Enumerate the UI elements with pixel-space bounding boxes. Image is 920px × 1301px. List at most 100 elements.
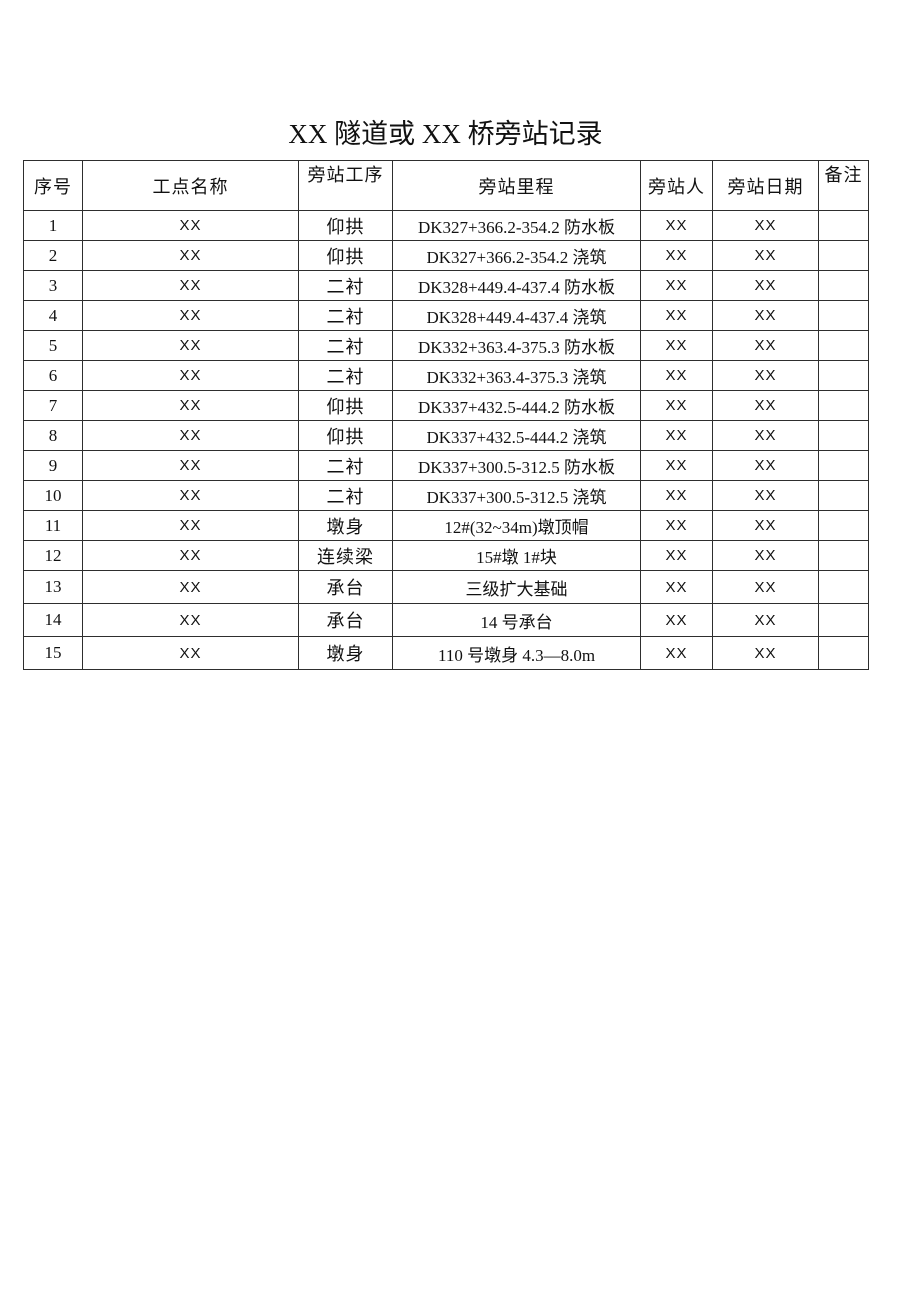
cell-date: XX (712, 603, 819, 637)
cell-remark (818, 420, 869, 451)
cell-process: 二衬 (298, 300, 393, 331)
cell-process: 二衬 (298, 360, 393, 391)
table-body: 1 XX 仰拱 DK327+366.2-354.2 防水板 XX XX 2 XX… (23, 210, 869, 670)
cell-date: XX (712, 450, 819, 481)
table-row: 13 XX 承台 三级扩大基础 XX XX (23, 570, 869, 604)
table-row: 10 XX 二衬 DK337+300.5-312.5 浇筑 XX XX (23, 480, 869, 511)
cell-remark (818, 210, 869, 241)
cell-site-name: XX (82, 360, 299, 391)
table-row: 12 XX 连续梁 15#墩 1#块 XX XX (23, 540, 869, 571)
cell-process: 墩身 (298, 636, 393, 670)
cell-remark (818, 300, 869, 331)
col-header-index: 序号 (23, 160, 83, 211)
table-row: 3 XX 二衬 DK328+449.4-437.4 防水板 XX XX (23, 270, 869, 301)
table-row: 6 XX 二衬 DK332+363.4-375.3 浇筑 XX XX (23, 360, 869, 391)
cell-index: 11 (23, 510, 83, 541)
cell-process: 二衬 (298, 270, 393, 301)
cell-mileage: DK337+300.5-312.5 浇筑 (392, 480, 641, 511)
cell-supervisor: XX (640, 300, 713, 331)
cell-date: XX (712, 570, 819, 604)
cell-mileage: DK328+449.4-437.4 浇筑 (392, 300, 641, 331)
cell-remark (818, 570, 869, 604)
cell-supervisor: XX (640, 450, 713, 481)
col-header-date: 旁站日期 (712, 160, 819, 211)
table-row: 8 XX 仰拱 DK337+432.5-444.2 浇筑 XX XX (23, 420, 869, 451)
cell-process: 仰拱 (298, 210, 393, 241)
cell-process: 二衬 (298, 480, 393, 511)
cell-mileage: DK328+449.4-437.4 防水板 (392, 270, 641, 301)
cell-remark (818, 390, 869, 421)
cell-mileage: DK327+366.2-354.2 防水板 (392, 210, 641, 241)
table-row: 2 XX 仰拱 DK327+366.2-354.2 浇筑 XX XX (23, 240, 869, 271)
cell-remark (818, 603, 869, 637)
cell-date: XX (712, 636, 819, 670)
cell-index: 3 (23, 270, 83, 301)
cell-site-name: XX (82, 570, 299, 604)
header-row: 序号 工点名称 旁站工序 旁站里程 旁站人 旁站日期 备注 (23, 160, 869, 211)
cell-mileage: 三级扩大基础 (392, 570, 641, 604)
cell-supervisor: XX (640, 480, 713, 511)
cell-mileage: DK332+363.4-375.3 防水板 (392, 330, 641, 361)
cell-index: 10 (23, 480, 83, 511)
cell-mileage: DK337+300.5-312.5 防水板 (392, 450, 641, 481)
cell-date: XX (712, 510, 819, 541)
cell-remark (818, 330, 869, 361)
cell-mileage: DK337+432.5-444.2 防水板 (392, 390, 641, 421)
cell-site-name: XX (82, 540, 299, 571)
cell-supervisor: XX (640, 510, 713, 541)
cell-site-name: XX (82, 210, 299, 241)
cell-index: 8 (23, 420, 83, 451)
supervision-record-table: 序号 工点名称 旁站工序 旁站里程 旁站人 旁站日期 备注 1 XX 仰拱 DK… (23, 160, 869, 670)
cell-site-name: XX (82, 603, 299, 637)
cell-remark (818, 636, 869, 670)
cell-site-name: XX (82, 450, 299, 481)
cell-mileage: 110 号墩身 4.3—8.0m (392, 636, 641, 670)
cell-mileage: 15#墩 1#块 (392, 540, 641, 571)
cell-supervisor: XX (640, 270, 713, 301)
table-row: 1 XX 仰拱 DK327+366.2-354.2 防水板 XX XX (23, 210, 869, 241)
cell-site-name: XX (82, 480, 299, 511)
cell-index: 4 (23, 300, 83, 331)
cell-mileage: DK332+363.4-375.3 浇筑 (392, 360, 641, 391)
cell-date: XX (712, 540, 819, 571)
cell-site-name: XX (82, 270, 299, 301)
cell-process: 二衬 (298, 330, 393, 361)
cell-process: 仰拱 (298, 240, 393, 271)
col-header-mileage: 旁站里程 (392, 160, 641, 211)
cell-date: XX (712, 240, 819, 271)
table-row: 9 XX 二衬 DK337+300.5-312.5 防水板 XX XX (23, 450, 869, 481)
cell-date: XX (712, 480, 819, 511)
cell-remark (818, 360, 869, 391)
table-row: 11 XX 墩身 12#(32~34m)墩顶帽 XX XX (23, 510, 869, 541)
cell-site-name: XX (82, 420, 299, 451)
cell-process: 连续梁 (298, 540, 393, 571)
cell-site-name: XX (82, 300, 299, 331)
cell-remark (818, 510, 869, 541)
page-title: XX 隧道或 XX 桥旁站记录 (288, 119, 603, 149)
cell-date: XX (712, 390, 819, 421)
cell-site-name: XX (82, 240, 299, 271)
cell-supervisor: XX (640, 390, 713, 421)
cell-index: 5 (23, 330, 83, 361)
cell-supervisor: XX (640, 360, 713, 391)
cell-supervisor: XX (640, 420, 713, 451)
col-header-remark: 备注 (818, 160, 869, 211)
table-row: 7 XX 仰拱 DK337+432.5-444.2 防水板 XX XX (23, 390, 869, 421)
col-header-supervisor: 旁站人 (640, 160, 713, 211)
cell-index: 13 (23, 570, 83, 604)
cell-index: 14 (23, 603, 83, 637)
cell-remark (818, 450, 869, 481)
cell-index: 7 (23, 390, 83, 421)
cell-site-name: XX (82, 510, 299, 541)
table-row: 4 XX 二衬 DK328+449.4-437.4 浇筑 XX XX (23, 300, 869, 331)
col-header-site-name: 工点名称 (82, 160, 299, 211)
cell-site-name: XX (82, 636, 299, 670)
cell-site-name: XX (82, 390, 299, 421)
cell-process: 承台 (298, 570, 393, 604)
cell-date: XX (712, 330, 819, 361)
cell-index: 9 (23, 450, 83, 481)
table-row: 5 XX 二衬 DK332+363.4-375.3 防水板 XX XX (23, 330, 869, 361)
cell-index: 1 (23, 210, 83, 241)
cell-index: 12 (23, 540, 83, 571)
